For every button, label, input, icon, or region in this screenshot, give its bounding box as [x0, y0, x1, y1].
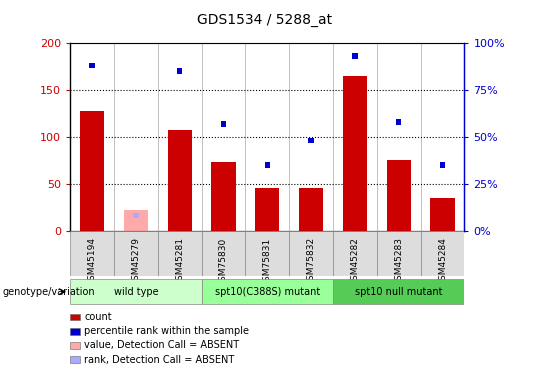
Text: spt10(C388S) mutant: spt10(C388S) mutant	[215, 286, 320, 297]
Text: GDS1534 / 5288_at: GDS1534 / 5288_at	[197, 13, 332, 27]
Bar	[299, 188, 323, 231]
Bar	[343, 76, 367, 231]
Text: value, Detection Call = ABSENT: value, Detection Call = ABSENT	[84, 340, 239, 350]
Bar	[177, 68, 183, 74]
Text: GSM75831: GSM75831	[263, 237, 272, 286]
Text: GSM75832: GSM75832	[307, 237, 315, 286]
Bar	[377, 231, 421, 276]
Text: GSM45283: GSM45283	[394, 237, 403, 286]
Bar	[255, 188, 279, 231]
Text: GSM45282: GSM45282	[350, 237, 360, 286]
Bar	[387, 160, 411, 231]
Text: GSM45279: GSM45279	[131, 237, 140, 286]
Bar	[333, 231, 377, 276]
Text: rank, Detection Call = ABSENT: rank, Detection Call = ABSENT	[84, 355, 234, 364]
Bar	[265, 162, 270, 168]
Bar	[333, 279, 464, 304]
Bar	[70, 279, 201, 304]
Text: spt10 null mutant: spt10 null mutant	[355, 286, 442, 297]
Bar	[80, 111, 104, 231]
Bar	[430, 198, 455, 231]
Text: percentile rank within the sample: percentile rank within the sample	[84, 326, 249, 336]
Text: GSM45194: GSM45194	[87, 237, 97, 286]
Bar	[114, 231, 158, 276]
Text: count: count	[84, 312, 112, 322]
Bar	[158, 231, 201, 276]
Bar	[308, 138, 314, 144]
Bar	[90, 63, 94, 68]
Text: GSM45281: GSM45281	[175, 237, 184, 286]
Text: GSM45284: GSM45284	[438, 237, 447, 286]
Bar	[133, 213, 139, 218]
Bar	[440, 162, 445, 168]
Bar	[421, 231, 464, 276]
Bar	[396, 119, 401, 124]
Bar	[221, 121, 226, 127]
Bar	[124, 210, 148, 231]
Bar	[201, 279, 333, 304]
Bar	[289, 231, 333, 276]
Bar	[167, 130, 192, 231]
Text: genotype/variation: genotype/variation	[3, 287, 96, 297]
Bar	[70, 231, 114, 276]
Bar	[201, 231, 245, 276]
Bar	[352, 54, 357, 59]
Bar	[212, 162, 235, 231]
Text: GSM75830: GSM75830	[219, 237, 228, 286]
Bar	[245, 231, 289, 276]
Text: wild type: wild type	[113, 286, 158, 297]
